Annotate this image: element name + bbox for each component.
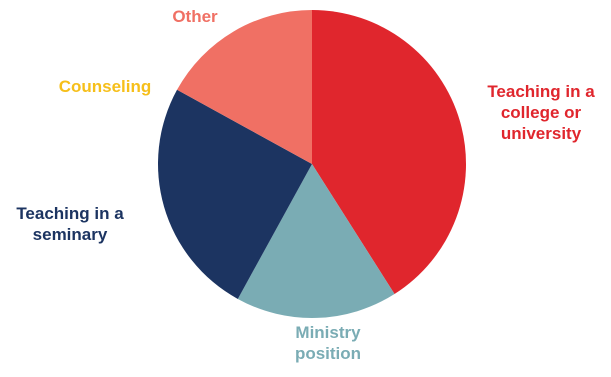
pie-label-other: Other <box>172 7 218 26</box>
pie-label-line: Ministry <box>295 323 361 342</box>
pie-label-line: Teaching in a <box>16 204 124 223</box>
pie-slices <box>157 10 467 318</box>
pie-label-line: college or <box>501 103 582 122</box>
pie-label-teaching-in-a-college-or-university: Teaching in a college or university <box>487 82 595 143</box>
pie-label-counseling: Counseling <box>59 77 152 96</box>
pie-label-teaching-in-a-seminary: Teaching in a seminary <box>16 204 124 244</box>
pie-slice-teaching-in-a-college-or-university <box>312 10 467 295</box>
pie-label-line: Counseling <box>59 77 152 96</box>
pie-slice-ministry-position <box>237 164 395 318</box>
pie-label-line: Other <box>172 7 218 26</box>
pie-label-ministry-position: Ministry position <box>295 323 361 363</box>
pie-labels: Teaching in a college or university Ministr… <box>16 7 595 363</box>
pie-label-line: university <box>501 124 582 143</box>
pie-label-line: position <box>295 344 361 363</box>
pie-slice-teaching-in-a-seminary <box>157 89 312 299</box>
pie-slice-other <box>177 10 312 164</box>
pie-label-line: seminary <box>33 225 108 244</box>
pie-label-line: Teaching in a <box>487 82 595 101</box>
